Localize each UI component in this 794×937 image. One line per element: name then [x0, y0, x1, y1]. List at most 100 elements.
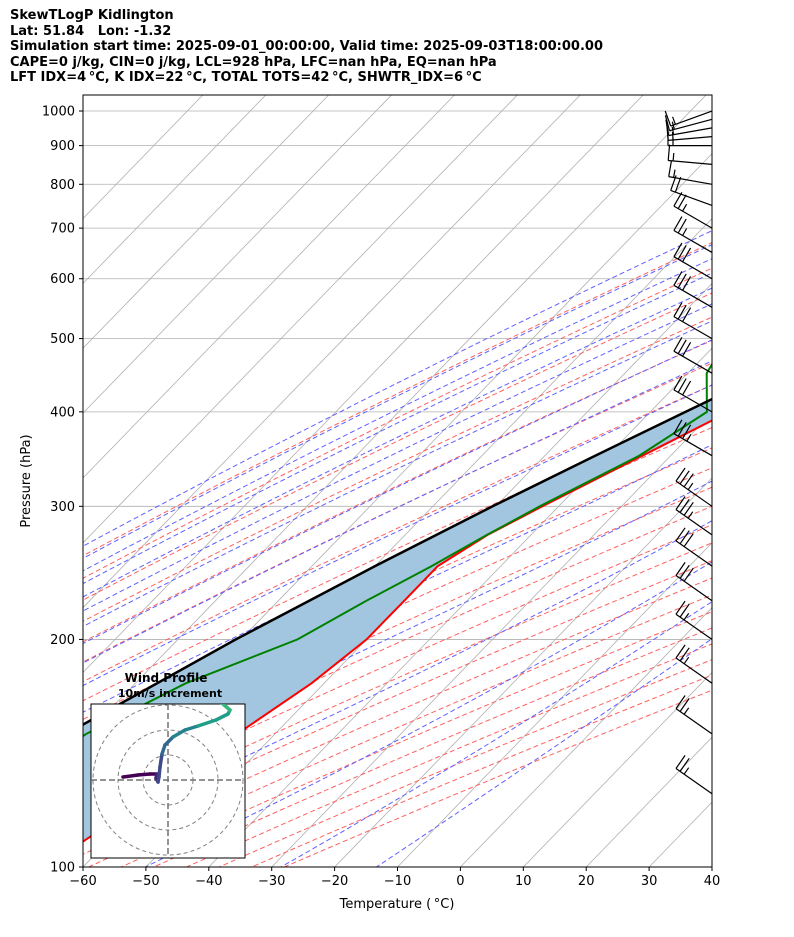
- moist-adiabat: [83, 320, 712, 628]
- dry-adiabat: [186, 643, 712, 867]
- x-tick-label: 0: [456, 874, 464, 889]
- wind-barb: [673, 375, 713, 413]
- wind-barb-flag: [679, 647, 690, 662]
- wind-barb-staff: [675, 509, 713, 536]
- adiabat-lines: [83, 230, 712, 867]
- isotherm-line: [271, 412, 712, 867]
- parcel-profile: [83, 397, 712, 726]
- wind-barb-flag: [679, 499, 690, 513]
- hodograph-segment: [214, 712, 230, 722]
- wind-barb-half-flag: [687, 511, 694, 519]
- wind-barb-half-flag: [682, 203, 688, 212]
- wind-barb-flag: [667, 144, 671, 161]
- wind-barb-staff: [673, 205, 713, 229]
- isotherm-line: [523, 671, 712, 867]
- wind-barb: [673, 242, 713, 280]
- hodograph-title: Wind Profile: [125, 671, 208, 685]
- isotherm-line: [83, 95, 518, 544]
- wind-barb: [667, 129, 713, 147]
- wind-barb-staff: [668, 136, 713, 141]
- x-tick-label: 40: [704, 874, 721, 889]
- wind-barb-staff: [673, 433, 713, 457]
- wind-barb-half-flag: [683, 613, 690, 621]
- wind-barbs: [664, 110, 713, 795]
- wind-barb-half-flag: [686, 433, 692, 442]
- moist-adiabat: [83, 287, 712, 598]
- x-tick-label: −40: [195, 874, 222, 889]
- wind-barb-staff: [668, 176, 713, 185]
- y-tick-label: 100: [50, 861, 75, 876]
- hodograph-segment: [183, 724, 200, 732]
- wind-barb: [667, 144, 713, 165]
- wind-barb: [673, 419, 713, 457]
- wind-barb-half-flag: [673, 169, 676, 178]
- wind-barb-staff: [668, 159, 713, 165]
- station-title: SkewTLogP Kidlington: [10, 8, 174, 23]
- wind-barb: [675, 695, 713, 735]
- wind-barb: [670, 175, 713, 207]
- wind-barb: [675, 562, 713, 602]
- wind-barb-flag: [677, 422, 687, 437]
- wind-barb-staff: [668, 127, 713, 137]
- isotherm-line: [334, 477, 712, 867]
- stability-parameters: CAPE=0 j/kg, CIN=0 j/kg, LCL=928 hPa, LF…: [10, 54, 497, 70]
- wind-barb-flag: [675, 644, 686, 659]
- wind-barb-flag: [673, 216, 683, 231]
- x-axis-label: Temperature ( °C): [339, 897, 455, 912]
- dry-adiabat: [83, 467, 712, 756]
- wind-barb-flag: [683, 533, 694, 548]
- y-tick-label: 600: [50, 272, 75, 287]
- chart-header: SkewTLogP Kidlington Lat: 51.84 Lon: -1.…: [10, 8, 603, 86]
- wind-barb-staff: [673, 316, 713, 340]
- hodograph-segment: [158, 752, 164, 769]
- wind-barb-flag: [675, 695, 686, 709]
- temperature-profile: [83, 419, 712, 843]
- isotherm-line: [83, 95, 267, 284]
- isotherm-line: [585, 736, 712, 867]
- wind-barb-flag: [683, 473, 694, 488]
- wind-barb: [673, 302, 713, 340]
- y-tick-label: 300: [50, 500, 75, 515]
- hodograph-segment: [196, 718, 218, 728]
- hodograph-inset: Wind Profile 10m/s increment: [90, 671, 246, 859]
- wind-barb-flag: [682, 247, 692, 263]
- isotherm-line: [775, 95, 794, 867]
- wind-barb-flag: [679, 530, 690, 545]
- wind-barb-flag: [675, 496, 686, 510]
- wind-barb: [675, 496, 713, 536]
- wind-barb-staff: [673, 229, 713, 253]
- wind-barb-flag: [675, 527, 686, 542]
- wind-barb-flag: [683, 501, 694, 516]
- station-coordinates: Lat: 51.84 Lon: -1.32: [10, 23, 172, 39]
- wind-barb-flag: [682, 276, 692, 291]
- wind-barb-staff: [673, 256, 713, 280]
- axes: −60 −50 −40 −30 −20 −10 0 10 20 30 40 1000 900 800 700…: [42, 105, 720, 889]
- wind-barb-flag: [670, 175, 677, 191]
- dewpoint-profile: [83, 362, 712, 738]
- wind-barb-staff: [670, 189, 713, 207]
- wind-barb-flag: [677, 245, 687, 260]
- wind-barb-flag: [682, 342, 692, 357]
- wind-barb-staff: [675, 613, 713, 640]
- hodograph-segment: [163, 735, 175, 747]
- wind-barb-flag: [679, 564, 690, 579]
- x-tick-label: 10: [515, 874, 532, 889]
- wind-barb-half-flag: [671, 121, 675, 130]
- moist-adiabat: [83, 244, 712, 559]
- wind-barb-flag: [673, 242, 683, 258]
- wind-barb-flag: [673, 271, 683, 286]
- wind-barb-staff: [669, 118, 713, 132]
- wind-barb: [675, 644, 713, 684]
- wind-barb: [664, 110, 713, 127]
- wind-barb-staff: [670, 110, 713, 127]
- wind-barb-flag: [675, 600, 686, 615]
- isotherm-line: [83, 95, 392, 414]
- wind-barb-half-flag: [672, 116, 676, 125]
- isotherm-line: [83, 95, 455, 479]
- x-tick-label: −20: [321, 874, 348, 889]
- x-tick-label: −30: [258, 874, 285, 889]
- wind-barb: [664, 115, 713, 132]
- wind-barb-flag: [677, 273, 687, 289]
- dry-adiabat: [83, 316, 712, 622]
